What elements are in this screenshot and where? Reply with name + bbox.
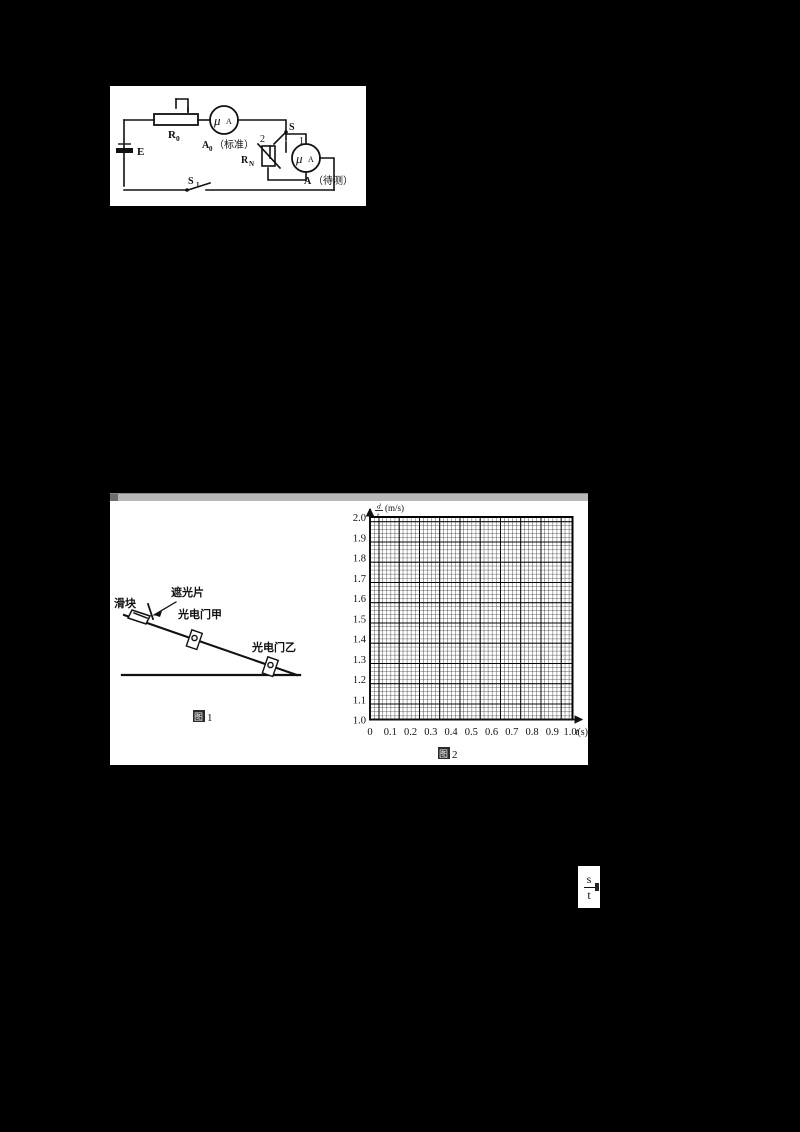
x-tick: 0.5	[465, 727, 478, 738]
x-tick: 0.7	[505, 727, 518, 738]
battery-label: E	[137, 146, 144, 158]
x-tick: 0.9	[546, 727, 559, 738]
y-axis-ticklabels: 2.0 1.9 1.8 1.7 1.6 1.5 1.4 1.3 1.2 1.1 …	[353, 513, 367, 727]
switch-pos-2-label: 2	[260, 134, 265, 145]
test-meter-glyph: μ	[295, 151, 303, 166]
y-tick: 1.0	[353, 716, 366, 727]
rheostat-label: R	[168, 129, 177, 141]
fraction-bar	[583, 886, 595, 888]
incline-figure: 滑块 遮光片 光电门甲 光电门乙 图 1	[114, 503, 346, 761]
y-axis-label-denominator: t	[377, 511, 380, 520]
y-tick: 1.1	[353, 695, 366, 706]
circuit-diagram-figure: R 0 E μ A A 0 （标准） S 1 2 R N μ A A （待测） …	[110, 86, 366, 206]
figure3-caption-glyph: 图	[439, 749, 448, 760]
fraction-numerator: s	[586, 871, 592, 886]
battery-symbol	[116, 143, 133, 153]
fraction-denominator: t	[587, 887, 591, 902]
switch-main-label: S	[289, 122, 295, 133]
shade-plate-label: 遮光片	[171, 585, 204, 599]
panel-resize-handle[interactable]	[110, 494, 118, 501]
x-tick: 0.3	[424, 727, 437, 738]
rheostat-label-sub: 0	[176, 134, 180, 143]
velocity-time-graph: 2.0 1.9 1.8 1.7 1.6 1.5 1.4 1.3 1.2 1.1 …	[338, 501, 588, 763]
y-tick: 2.0	[353, 513, 366, 524]
figure3-caption-number: 2	[452, 749, 458, 761]
y-tick: 1.7	[353, 574, 366, 585]
x-tick: 1.0	[563, 727, 576, 738]
standard-meter-name: A	[202, 140, 210, 151]
x-tick: 0.4	[444, 727, 458, 738]
figure2-caption-number: 1	[207, 712, 213, 724]
photogate-a-label: 光电门甲	[177, 607, 222, 621]
y-tick: 1.4	[353, 635, 367, 646]
standard-meter-note: （标准）	[214, 139, 254, 151]
photogate-b-label: 光电门乙	[251, 640, 296, 654]
fraction-snippet-box: s t	[578, 866, 600, 908]
graph-svg: 2.0 1.9 1.8 1.7 1.6 1.5 1.4 1.3 1.2 1.1 …	[353, 502, 588, 762]
switch-pos-1-label: 1	[299, 136, 304, 147]
x-axis-unit: (s)	[577, 727, 588, 738]
switch-bottom-label: S	[188, 176, 194, 187]
test-meter-name: A	[304, 176, 312, 187]
incline-svg: 滑块 遮光片 光电门甲 光电门乙 图 1	[114, 585, 302, 724]
figure2-caption-glyph: 图	[194, 712, 203, 723]
y-tick: 1.6	[353, 594, 366, 605]
y-tick: 1.8	[353, 554, 366, 565]
circuit-svg: R 0 E μ A A 0 （标准） S 1 2 R N μ A A （待测） …	[116, 98, 353, 192]
y-axis-unit: (m/s)	[385, 503, 404, 513]
y-tick: 1.3	[353, 655, 366, 666]
figure3-caption: 图 2	[438, 747, 458, 761]
figure2-panel: 滑块 遮光片 光电门甲 光电门乙 图 1	[110, 493, 588, 765]
fraction-s-over-t: s t	[583, 871, 595, 902]
y-tick: 1.9	[353, 533, 366, 544]
x-tick: 0.8	[525, 727, 538, 738]
x-axis-label: t	[576, 727, 579, 738]
x-tick: 0.1	[384, 727, 397, 738]
switch-bottom-label-sub: 1	[196, 181, 200, 189]
x-tick: 0.6	[485, 727, 498, 738]
x-tick: 0	[367, 727, 372, 738]
plot-area	[369, 516, 574, 721]
y-tick: 1.2	[353, 675, 366, 686]
resistor-box-label-sub: N	[249, 160, 254, 168]
resistor-box-label: R	[241, 155, 249, 166]
y-axis-label-group: d t (m/s)	[375, 502, 404, 520]
test-meter-unit: A	[308, 155, 314, 164]
slider-label: 滑块	[114, 596, 137, 610]
standard-meter-unit: A	[226, 117, 232, 126]
panel-top-bar	[110, 493, 588, 501]
y-tick: 1.5	[353, 614, 366, 625]
fraction-box-marker	[595, 883, 599, 891]
y-axis-label-numerator: d	[377, 502, 381, 511]
standard-meter-name-sub: 0	[209, 145, 213, 153]
test-meter-note: （待测）	[313, 174, 353, 187]
x-tick: 0.2	[404, 727, 417, 738]
standard-meter-glyph: μ	[213, 113, 221, 128]
x-axis-ticklabels: 0 0.1 0.2 0.3 0.4 0.5 0.6 0.7 0.8 0.9 1.…	[367, 727, 576, 738]
